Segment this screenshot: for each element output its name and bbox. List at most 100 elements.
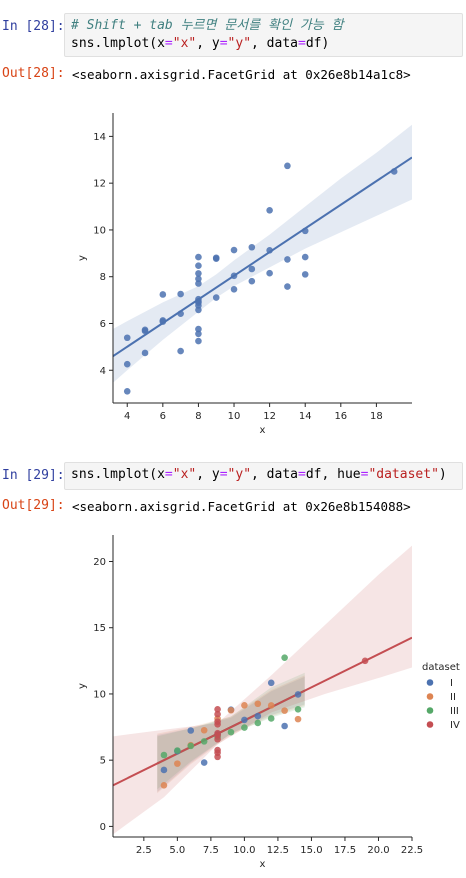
data-point-II bbox=[227, 706, 235, 714]
data-point-III bbox=[187, 742, 195, 750]
legend-marker-I bbox=[426, 679, 434, 686]
x-tick-label: 15.0 bbox=[300, 845, 322, 856]
data-point-IV bbox=[214, 731, 221, 739]
data-point-I bbox=[267, 679, 275, 687]
data-point-II bbox=[241, 702, 248, 709]
data-point bbox=[195, 262, 202, 270]
y-tick-label: 12 bbox=[93, 179, 106, 190]
x-tick-label: 7.5 bbox=[203, 845, 219, 856]
confidence-band bbox=[113, 124, 412, 383]
confidence-band-I bbox=[157, 676, 305, 792]
data-point bbox=[123, 360, 131, 368]
y-tick-label: 6 bbox=[100, 319, 106, 330]
data-point bbox=[195, 330, 202, 338]
data-point-I bbox=[254, 712, 262, 720]
data-point bbox=[177, 310, 184, 317]
data-point bbox=[195, 337, 202, 345]
data-point bbox=[230, 272, 238, 280]
x-axis-label: x bbox=[260, 425, 266, 436]
data-point-III bbox=[294, 706, 302, 713]
x-tick-label: 18 bbox=[370, 411, 383, 422]
data-point bbox=[195, 270, 202, 277]
data-point bbox=[212, 294, 220, 301]
data-point bbox=[230, 246, 238, 254]
data-point-IV bbox=[214, 710, 221, 718]
data-point bbox=[230, 286, 238, 293]
data-point-III bbox=[281, 654, 288, 661]
x-tick-label: 12 bbox=[263, 411, 276, 422]
out-prompt-29: Out[29]: bbox=[2, 498, 65, 513]
x-tick-label: 14 bbox=[299, 411, 312, 422]
output-repr-29: <seaborn.axisgrid.FacetGrid at 0x26e8b15… bbox=[72, 499, 411, 514]
x-tick-label: 8 bbox=[195, 411, 201, 422]
y-axis-label: y bbox=[77, 255, 88, 261]
in-prompt-28: In [28]: bbox=[2, 19, 65, 34]
legend-label-I: I bbox=[450, 678, 453, 689]
y-tick-label: 8 bbox=[100, 272, 106, 283]
x-tick-label: 16 bbox=[334, 411, 347, 422]
data-point-I bbox=[200, 759, 208, 766]
data-point-I bbox=[241, 716, 248, 724]
data-point bbox=[248, 265, 256, 273]
data-point-I bbox=[281, 722, 288, 730]
x-tick-label: 5.0 bbox=[169, 845, 185, 856]
data-point bbox=[123, 334, 131, 342]
in-prompt-29: In [29]: bbox=[2, 468, 65, 483]
x-tick-label: 4 bbox=[124, 411, 130, 422]
data-point-II bbox=[294, 715, 302, 723]
x-tick-label: 10.0 bbox=[233, 845, 255, 856]
data-point bbox=[266, 206, 273, 214]
y-axis-label: y bbox=[77, 683, 88, 689]
data-point bbox=[248, 277, 256, 285]
data-point bbox=[123, 388, 131, 395]
data-point bbox=[266, 246, 273, 254]
x-tick-label: 20.0 bbox=[367, 845, 389, 856]
data-point-I bbox=[294, 691, 302, 698]
data-point bbox=[159, 291, 167, 298]
data-point bbox=[284, 283, 291, 290]
data-point bbox=[195, 306, 202, 314]
data-point-II bbox=[174, 760, 181, 767]
output-repr-28: <seaborn.axisgrid.FacetGrid at 0x26e8b14… bbox=[72, 67, 411, 82]
x-tick-label: 12.5 bbox=[267, 845, 289, 856]
data-point-II bbox=[254, 700, 262, 708]
data-point-III bbox=[200, 738, 208, 745]
y-tick-label: 14 bbox=[93, 132, 106, 143]
data-point-III bbox=[160, 751, 168, 759]
data-point-III bbox=[254, 719, 262, 727]
data-point bbox=[177, 290, 184, 298]
data-point-II bbox=[281, 707, 288, 714]
data-point bbox=[301, 271, 309, 278]
code-line-lmplot-hue: sns.lmplot(x="x", y="y", data=df, hue="d… bbox=[71, 467, 447, 482]
code-comment: # Shift + tab 누르면 문서를 확인 가능 함 bbox=[71, 18, 344, 33]
data-point-IV bbox=[361, 657, 369, 665]
y-tick-label: 0 bbox=[100, 822, 106, 833]
legend-marker-IV bbox=[426, 721, 434, 728]
y-tick-label: 10 bbox=[93, 689, 106, 700]
regression-line bbox=[113, 156, 412, 358]
data-point-IV bbox=[214, 718, 221, 725]
data-point bbox=[195, 275, 202, 283]
x-tick-label: 6 bbox=[160, 411, 166, 422]
data-point bbox=[195, 299, 202, 306]
data-point bbox=[159, 318, 167, 325]
data-point-IV bbox=[214, 749, 221, 757]
data-point-I bbox=[187, 727, 195, 734]
code-cell-28[interactable]: # Shift + tab 누르면 문서를 확인 가능 함 sns.lmplot… bbox=[64, 13, 463, 57]
confidence-band-IV bbox=[113, 545, 412, 835]
y-tick-label: 5 bbox=[100, 756, 106, 767]
chart-lmplot-single: 4 6 8 10 12 14 16 18 4 6 8 10 12 14 x y bbox=[77, 113, 412, 436]
legend-label-IV: IV bbox=[450, 720, 460, 731]
x-tick-label: 22.5 bbox=[401, 845, 423, 856]
y-tick-label: 15 bbox=[93, 623, 106, 634]
data-point-III bbox=[174, 747, 181, 754]
data-point bbox=[266, 269, 273, 277]
data-point bbox=[212, 255, 220, 263]
data-point-III bbox=[241, 724, 248, 731]
data-point bbox=[195, 280, 202, 287]
code-cell-29[interactable]: sns.lmplot(x="x", y="y", data=df, hue="d… bbox=[64, 462, 463, 490]
data-point bbox=[141, 349, 149, 357]
data-point-IV bbox=[214, 706, 221, 713]
x-axis-label: x bbox=[260, 859, 266, 870]
plot-area bbox=[113, 545, 412, 835]
